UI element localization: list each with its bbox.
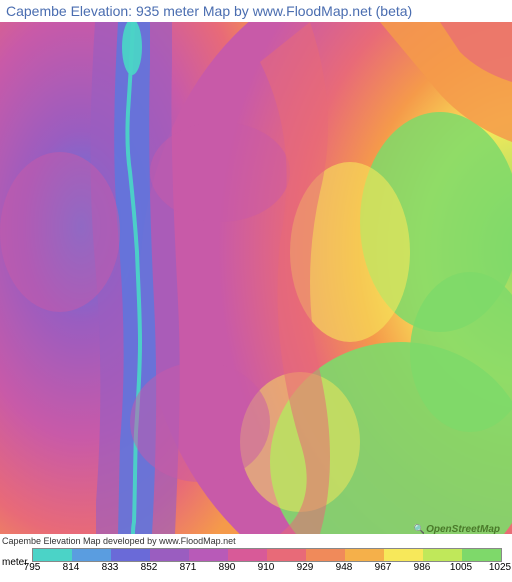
openstreetmap-badge: OpenStreetMap bbox=[414, 524, 500, 534]
legend-ticks: 7958148338528718909109299489679861005102… bbox=[32, 562, 500, 576]
legend-tick: 833 bbox=[102, 562, 119, 573]
legend-cell bbox=[423, 549, 462, 561]
legend-cell bbox=[345, 549, 384, 561]
legend-cell bbox=[306, 549, 345, 561]
legend-tick: 852 bbox=[141, 562, 158, 573]
legend-tick: 986 bbox=[414, 562, 431, 573]
legend-cell bbox=[267, 549, 306, 561]
legend-tick: 814 bbox=[63, 562, 80, 573]
legend-tick: 910 bbox=[258, 562, 275, 573]
legend-cell bbox=[111, 549, 150, 561]
elevation-map: OpenStreetMap Base map © OpenStreetMap c… bbox=[0, 22, 512, 534]
map-svg bbox=[0, 22, 512, 534]
legend-cell bbox=[462, 549, 501, 561]
legend-cell bbox=[228, 549, 267, 561]
legend-tick: 1005 bbox=[450, 562, 472, 573]
legend-cell bbox=[384, 549, 423, 561]
legend-tick: 929 bbox=[297, 562, 314, 573]
legend-cell bbox=[189, 549, 228, 561]
legend-tick: 1025 bbox=[489, 562, 511, 573]
legend-cell bbox=[33, 549, 72, 561]
legend-colorbar bbox=[32, 548, 502, 562]
developer-credit: Capembe Elevation Map developed by www.F… bbox=[2, 536, 236, 546]
page-root: Capembe Elevation: 935 meter Map by www.… bbox=[0, 0, 512, 582]
legend-tick: 948 bbox=[336, 562, 353, 573]
legend-tick: 795 bbox=[24, 562, 41, 573]
page-title: Capembe Elevation: 935 meter Map by www.… bbox=[6, 3, 412, 19]
legend-cell bbox=[150, 549, 189, 561]
legend-cell bbox=[72, 549, 111, 561]
legend-tick: 871 bbox=[180, 562, 197, 573]
legend-tick: 890 bbox=[219, 562, 236, 573]
elevation-legend: meter 7958148338528718909109299489679861… bbox=[0, 548, 512, 578]
legend-tick: 967 bbox=[375, 562, 392, 573]
